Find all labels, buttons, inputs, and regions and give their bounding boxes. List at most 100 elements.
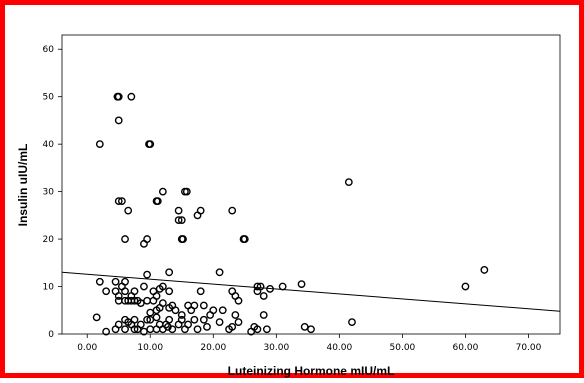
data-point	[228, 206, 237, 215]
data-point	[199, 301, 208, 310]
data-point	[218, 306, 227, 315]
data-point	[114, 292, 123, 300]
data-point	[234, 318, 243, 327]
data-point	[177, 311, 186, 319]
data-point	[155, 303, 164, 312]
x-tick-label: 50.00	[390, 343, 416, 353]
data-point	[95, 140, 104, 149]
data-point	[262, 325, 271, 334]
y-axis: 0 10 20 30 40 50 60	[43, 45, 62, 340]
data-point	[348, 318, 356, 327]
y-tick-label: 20	[43, 235, 55, 245]
data-point	[253, 287, 262, 296]
data-point	[240, 235, 249, 243]
data-point	[181, 325, 189, 334]
data-point	[193, 211, 202, 220]
data-point	[174, 320, 183, 329]
y-axis-title: Insulin uIU/mL	[16, 144, 30, 227]
data-point	[146, 315, 155, 324]
data-point	[259, 292, 268, 300]
data-point	[124, 206, 133, 215]
data-point	[297, 280, 306, 289]
y-tick-label: 60	[43, 45, 55, 55]
x-tick-label: 20.00	[200, 343, 226, 353]
y-tick-label: 30	[43, 188, 55, 198]
data-point	[102, 287, 111, 296]
data-point	[165, 303, 174, 312]
y-tick-label: 50	[43, 93, 55, 103]
data-point	[133, 325, 142, 334]
data-point	[158, 325, 167, 334]
x-axis: 0.00 10.00 20.00 30.00 40.00 50.00 60.00 70.00	[77, 334, 542, 353]
data-point	[130, 296, 139, 305]
data-point	[253, 325, 262, 334]
data-point	[95, 277, 104, 286]
data-point	[136, 299, 145, 308]
data-point	[461, 282, 470, 291]
data-point	[259, 311, 268, 319]
data-point	[182, 187, 191, 196]
data-point	[145, 140, 153, 149]
data-point	[165, 268, 174, 277]
data-point	[143, 315, 152, 324]
data-point	[121, 325, 129, 334]
data-point	[247, 327, 256, 336]
data-point	[215, 268, 224, 277]
data-point	[111, 325, 120, 334]
y-tick-label: 10	[43, 283, 55, 293]
data-point	[190, 315, 199, 324]
x-tick-label: 60.00	[453, 343, 479, 353]
data-point	[114, 116, 123, 125]
data-point	[253, 282, 262, 291]
data-point	[149, 296, 158, 305]
data-point	[225, 325, 233, 334]
data-point	[146, 308, 155, 317]
data-point	[102, 327, 111, 336]
data-point	[199, 315, 208, 324]
data-point	[174, 206, 183, 215]
data-point	[152, 313, 161, 322]
data-point	[196, 287, 205, 296]
data-point	[344, 178, 353, 187]
data-point	[117, 197, 126, 206]
data-point	[234, 296, 243, 305]
data-point	[193, 325, 202, 334]
data-point	[203, 322, 211, 331]
x-tick-label: 10.00	[137, 343, 163, 353]
y-tick-label: 0	[48, 330, 54, 340]
data-point	[215, 318, 224, 327]
x-tick-label: 70.00	[516, 343, 542, 353]
data-point	[165, 287, 174, 296]
data-point	[153, 197, 162, 206]
x-tick-label: 0.00	[77, 343, 97, 353]
data-point	[187, 306, 196, 315]
fit-line	[61, 271, 561, 312]
data-point	[206, 311, 215, 319]
data-point	[121, 287, 129, 296]
scatter-chart: 0 10 20 30 40 50 60 0.00 10.00 20.00 30.00 40.00 50…	[16, 34, 561, 378]
data-point	[171, 306, 180, 315]
data-point	[307, 325, 315, 334]
data-point	[143, 270, 152, 279]
data-point	[158, 187, 167, 196]
data-point	[300, 322, 309, 331]
data-point	[480, 266, 489, 274]
x-tick-label: 40.00	[326, 343, 352, 353]
data-point	[92, 313, 101, 322]
data-point	[155, 285, 164, 293]
data-point	[140, 282, 148, 291]
data-point	[130, 325, 139, 334]
data-point	[127, 92, 136, 101]
data-point	[114, 197, 123, 206]
data-point	[140, 327, 148, 336]
data-point	[140, 239, 148, 248]
data-point	[114, 92, 123, 101]
x-axis-title: Luteinizing Hormone mIU/mL	[228, 364, 395, 378]
data-point	[177, 216, 186, 224]
data-point	[231, 311, 240, 319]
data-point	[179, 235, 187, 243]
y-tick-label: 40	[43, 140, 55, 150]
data-point	[121, 235, 129, 243]
data-point	[174, 216, 183, 224]
